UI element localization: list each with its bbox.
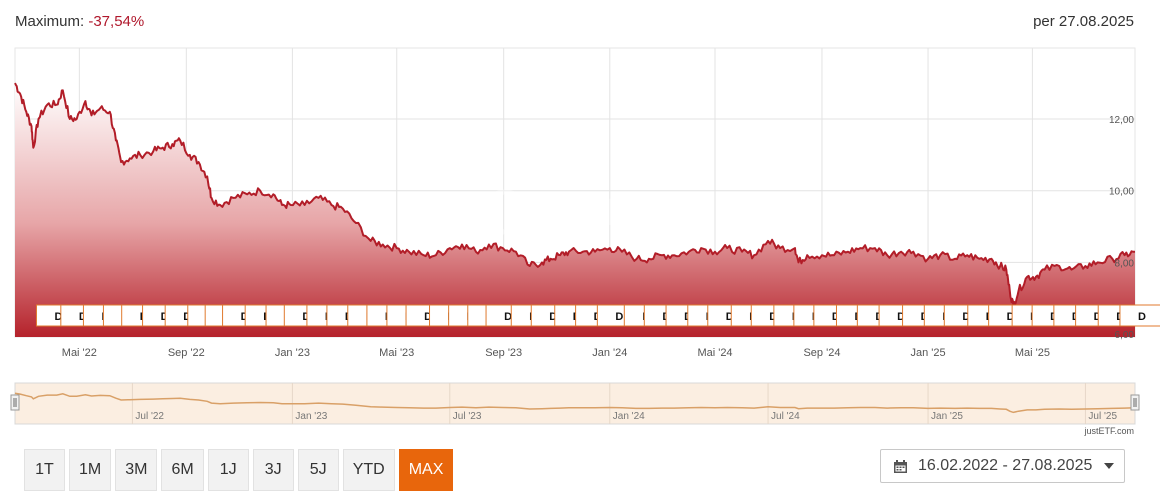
price-chart[interactable]: justETF DDDDDDDDDDDDDDDDDDDDDDDDDDDDDDDD… (0, 0, 1160, 440)
svg-text:D: D (1138, 311, 1146, 323)
svg-text:justETF: justETF (534, 192, 674, 234)
x-tick-label: Mai '25 (1015, 347, 1050, 359)
x-tick-label: Jan '23 (275, 347, 310, 359)
caret-down-icon (1104, 463, 1114, 469)
range-button-1m[interactable]: 1M (69, 449, 112, 491)
dividend-markers: DDDDDDDDDDDDDDDDDDDDDDDDDDDDDDDDDDDDDDDD… (35, 304, 1160, 327)
max-drawdown-value: -37,54% (88, 13, 145, 30)
svg-text:D: D (1094, 311, 1102, 323)
svg-text:D: D (549, 311, 557, 323)
navigator-tick-label: Jan '23 (295, 411, 327, 422)
svg-text:D: D (726, 311, 734, 323)
x-tick-label: Jan '24 (592, 347, 627, 359)
navigator-tick-label: Jan '25 (931, 411, 963, 422)
range-button-6m[interactable]: 6M (161, 449, 204, 491)
max-drawdown-label: Maximum: (15, 13, 85, 30)
date-range-text: 16.02.2022 - 27.08.2025 (918, 457, 1093, 474)
range-button-3m[interactable]: 3M (115, 449, 158, 491)
x-axis: Mai '22 Sep '22 Jan '23 Mai '23 Sep '23 Jan '… (62, 347, 1050, 359)
svg-text:D: D (1007, 311, 1015, 323)
watermark: justETF (482, 189, 674, 235)
area-series (14, 82, 1136, 337)
navigator-handle[interactable] (1130, 394, 1140, 411)
x-tick-label: Mai '24 (697, 347, 732, 359)
navigator-tick-label: Jan '24 (613, 411, 645, 422)
series-line (14, 82, 1136, 307)
y-tick-label: 12,00 (1109, 115, 1134, 126)
navigator-series (14, 392, 1136, 414)
as-of-date: per 27.08.2025 (1033, 13, 1134, 30)
x-tick-label: Mai '23 (379, 347, 414, 359)
range-selector: 1T 1M 3M 6M 1J 3J 5J YTD MAX (24, 449, 454, 491)
range-button-1d[interactable]: 1T (24, 449, 65, 491)
svg-text:D: D (769, 311, 777, 323)
dividend-marker[interactable]: D (1119, 304, 1160, 327)
svg-text:D: D (55, 311, 63, 323)
x-tick-label: Sep '22 (168, 347, 205, 359)
x-tick-label: Sep '24 (803, 347, 840, 359)
range-button-ytd[interactable]: YTD (342, 449, 395, 491)
svg-text:D: D (424, 311, 432, 323)
y-tick-label: 8,00 (1115, 258, 1135, 269)
svg-text:D: D (832, 311, 840, 323)
range-button-5y[interactable]: 5J (297, 449, 339, 491)
svg-text:D: D (962, 311, 970, 323)
range-button-1y[interactable]: 1J (207, 449, 249, 491)
x-tick-label: Sep '23 (485, 347, 522, 359)
navigator-handle[interactable] (10, 394, 20, 411)
y-tick-label: 6,00 (1115, 330, 1135, 341)
chart-credit: justETF.com (1083, 426, 1134, 436)
y-axis: 12,00 10,00 8,00 6,00 (1109, 115, 1134, 341)
x-tick-label: Mai '22 (62, 347, 97, 359)
date-range-picker[interactable]: 16.02.2022 - 27.08.2025 (880, 449, 1125, 483)
svg-text:D: D (302, 311, 310, 323)
x-tick-label: Jan '25 (910, 347, 945, 359)
svg-text:D: D (183, 311, 191, 323)
range-button-3y[interactable]: 3J (252, 449, 294, 491)
series-area-fill (15, 83, 1135, 337)
svg-text:D: D (615, 311, 623, 323)
navigator-tick-label: Jul '22 (135, 411, 164, 422)
navigator[interactable]: Jul '22 Jan '23 Jul '23 Jan '24 Jul '24 Jan '… (10, 382, 1140, 436)
range-button-max[interactable]: MAX (398, 449, 454, 491)
svg-text:D: D (79, 311, 87, 323)
navigator-tick-label: Jul '24 (771, 411, 800, 422)
navigator-tick-label: Jul '23 (453, 411, 482, 422)
svg-text:D: D (161, 311, 169, 323)
y-tick-label: 10,00 (1109, 187, 1134, 198)
navigator-window[interactable] (14, 382, 1136, 425)
svg-text:D: D (897, 311, 905, 323)
navigator-tick-label: Jul '25 (1088, 411, 1117, 422)
max-drawdown: Maximum: -37,54% (15, 13, 144, 30)
svg-text:D: D (241, 311, 249, 323)
svg-text:D: D (504, 311, 512, 323)
calendar-icon (894, 459, 907, 473)
